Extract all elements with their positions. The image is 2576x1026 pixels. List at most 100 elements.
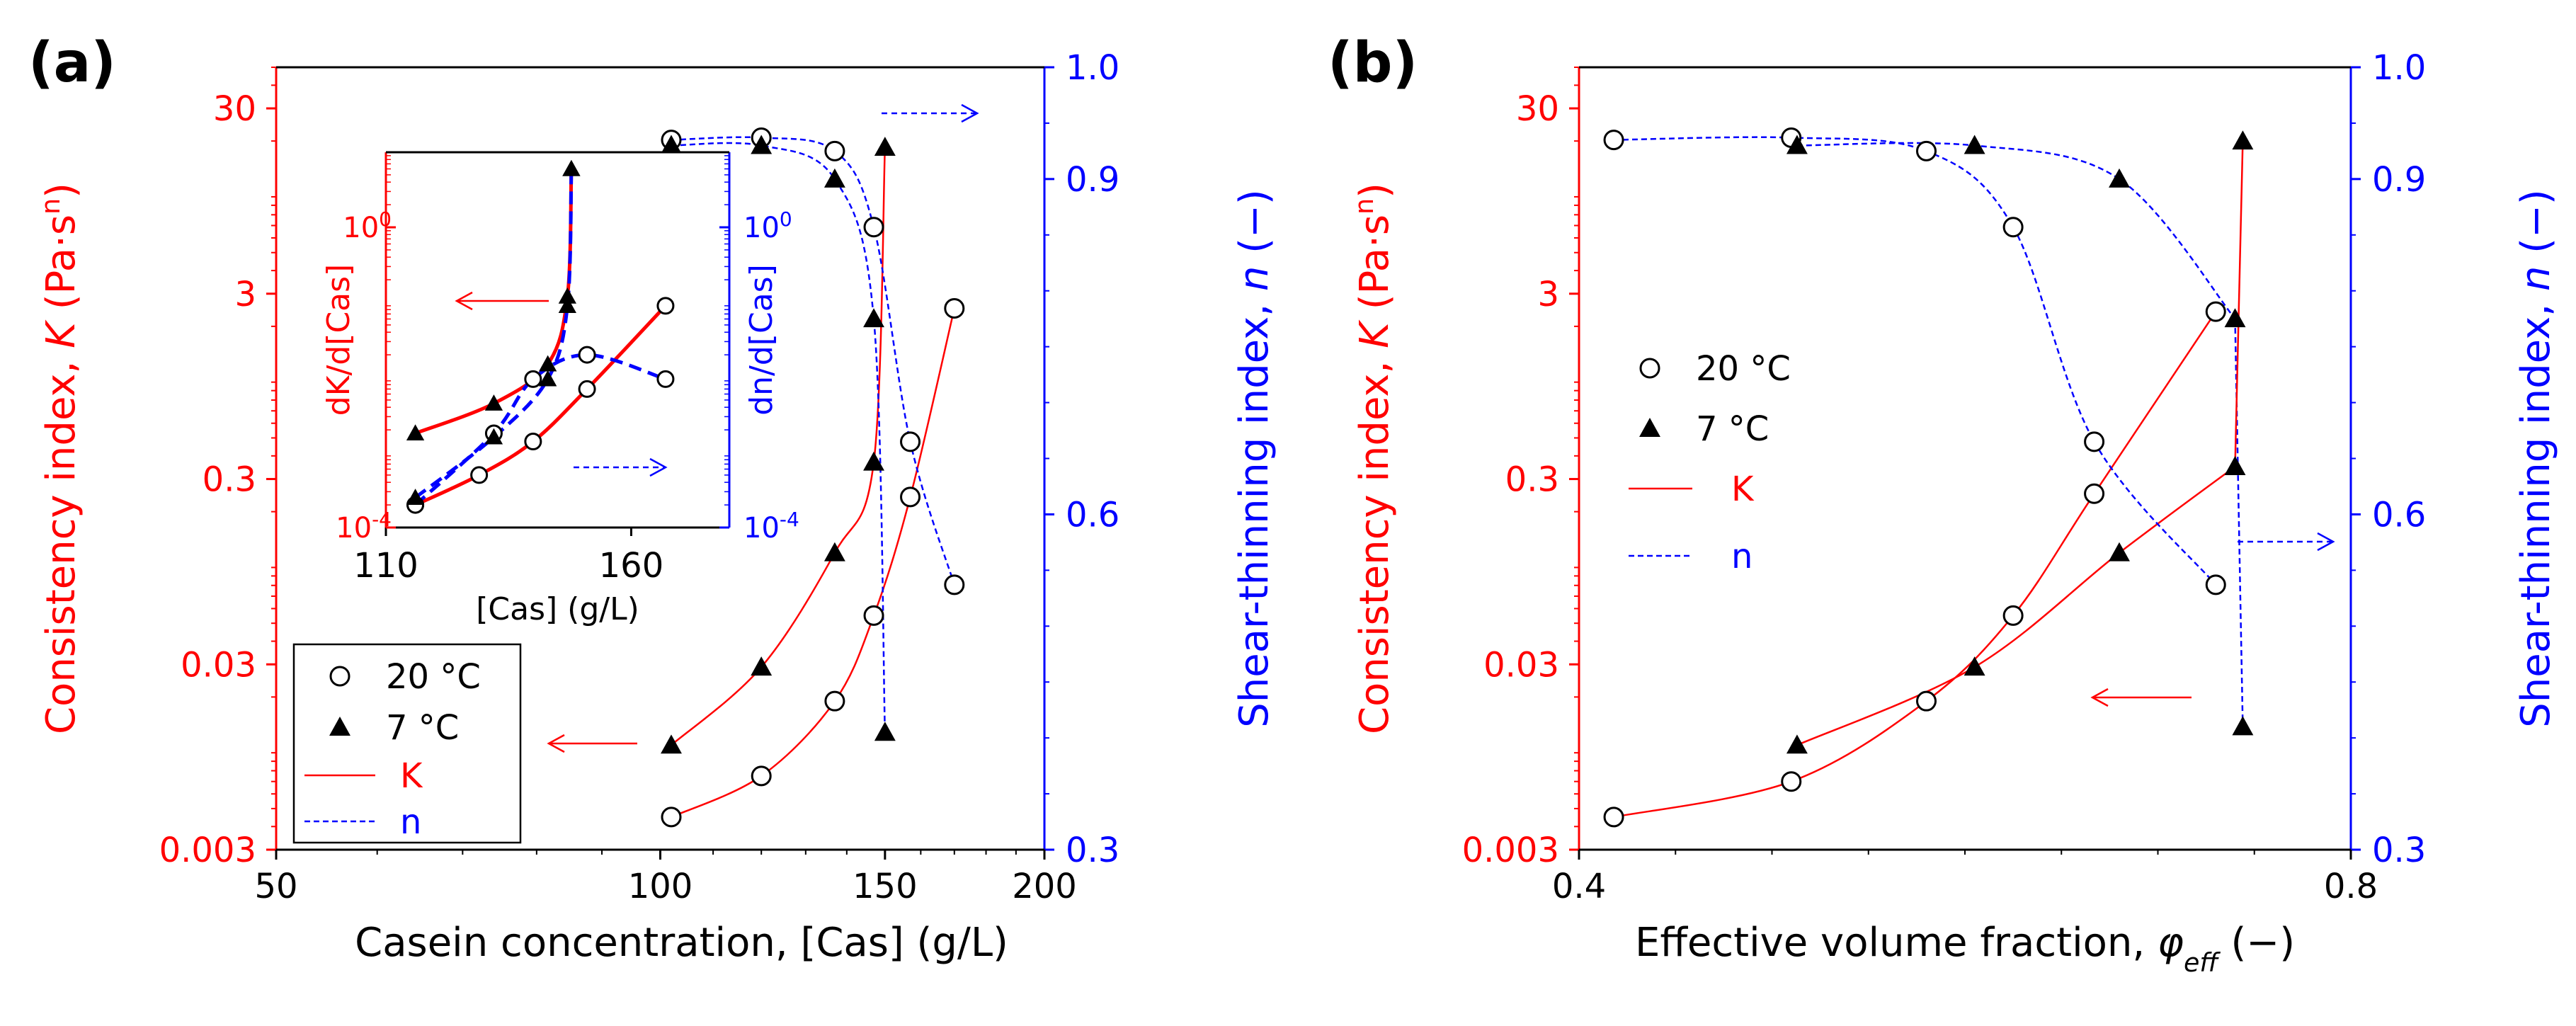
arrow-to-left-axis bbox=[2090, 688, 2192, 707]
bottom-axis-title-part: eff bbox=[2184, 947, 2221, 978]
inset-data-point bbox=[578, 346, 596, 364]
inset-left-tick-label-exp: 0 bbox=[379, 207, 392, 231]
inset-bg bbox=[386, 152, 729, 528]
data-point-n bbox=[824, 140, 845, 161]
inset-arrow-left bbox=[455, 291, 549, 311]
data-point-K bbox=[2109, 542, 2130, 562]
data-point-K bbox=[1603, 806, 1624, 828]
left-tick-label: 0.003 bbox=[159, 831, 256, 870]
right-tick-label: 0.6 bbox=[1066, 495, 1119, 535]
data-point-n bbox=[1603, 130, 1624, 151]
data-point-K bbox=[1781, 771, 1802, 792]
right-axis-title-part: n bbox=[1231, 266, 1277, 292]
data-point-K bbox=[900, 486, 921, 508]
inset-right-tick-label-base: 10 bbox=[743, 212, 780, 244]
series-line-K bbox=[1796, 465, 2236, 746]
inset-x-title: [Cas] (g/L) bbox=[476, 591, 639, 627]
data-point-K bbox=[1786, 734, 1808, 754]
data-point-n bbox=[874, 722, 896, 741]
inset-data-point bbox=[656, 297, 675, 315]
bottom-tick-label: 100 bbox=[628, 867, 693, 906]
data-point-K bbox=[874, 137, 896, 156]
panel-label: (a) bbox=[28, 31, 116, 95]
inset-data-point bbox=[538, 370, 557, 387]
bottom-tick-label: 150 bbox=[853, 867, 918, 906]
inset-right-tick-label-exp: 0 bbox=[780, 207, 792, 231]
inset-data-point bbox=[538, 355, 557, 372]
arrow-to-right-axis bbox=[2238, 532, 2335, 552]
right-axis-title: Shear-thinning index, n (−) bbox=[2513, 189, 2559, 728]
right-tick-label: 0.9 bbox=[2372, 160, 2426, 200]
arrow-to-left-axis bbox=[547, 734, 637, 753]
legend-label-20c: 20 °C bbox=[1696, 349, 1791, 389]
arrow-to-left-axis-head bbox=[547, 734, 565, 753]
arrow-to-right-axis-head bbox=[961, 103, 979, 123]
bottom-axis-title-part: (−) bbox=[2218, 920, 2295, 966]
legend-label-n: n bbox=[400, 802, 421, 842]
inset-right-title: dn/d[Cas] bbox=[743, 264, 780, 416]
left-axis-title-part: n bbox=[35, 198, 66, 215]
inset-arrow-right-head bbox=[649, 457, 668, 477]
legend-marker-20c bbox=[1639, 358, 1660, 379]
data-point-n bbox=[900, 431, 921, 452]
inset-left-tick-label: 10-4 bbox=[336, 508, 392, 545]
inset-right-tick-label-base: 10 bbox=[743, 512, 780, 545]
bottom-axis-title-part: φ bbox=[2158, 920, 2184, 966]
left-tick-label: 0.3 bbox=[1505, 460, 1559, 500]
data-point-K bbox=[824, 690, 845, 712]
inset-bottom-tick-label: 160 bbox=[599, 546, 664, 586]
inset-left-tick-label-exp: -4 bbox=[372, 508, 392, 531]
data-point-n bbox=[2109, 168, 2130, 188]
left-tick-label: 0.003 bbox=[1462, 831, 1559, 870]
left-axis-title-part: ) bbox=[38, 183, 84, 198]
data-point-n bbox=[1964, 135, 1985, 154]
left-tick-label: 0.3 bbox=[203, 460, 256, 500]
inset-data-point bbox=[524, 433, 542, 451]
inset-left-title: dK/d[Cas] bbox=[321, 264, 357, 416]
legend-label-20c: 20 °C bbox=[386, 657, 481, 697]
data-point-K bbox=[751, 765, 772, 787]
inset-data-point bbox=[470, 466, 489, 484]
left-axis-title-part: K bbox=[1352, 319, 1398, 348]
inset-arrow-left-head bbox=[455, 291, 473, 311]
left-tick-label: 0.03 bbox=[1483, 645, 1559, 685]
right-axis-title-part: (−) bbox=[2513, 189, 2559, 266]
data-point-K bbox=[2205, 301, 2226, 322]
data-point-n bbox=[2002, 217, 2024, 238]
left-axis-title-part: K bbox=[38, 319, 84, 348]
left-axis-title-part: n bbox=[1349, 198, 1379, 215]
right-axis-title-part: Shear-thinning index, bbox=[2513, 291, 2559, 728]
inset-data-point bbox=[484, 394, 503, 411]
inset-data-point bbox=[524, 370, 542, 388]
inset-left-tick-label: 100 bbox=[343, 207, 392, 245]
right-tick-label: 0.6 bbox=[2372, 495, 2426, 535]
left-axis-title-part: (Pa·s bbox=[1352, 215, 1398, 322]
data-point-K bbox=[661, 806, 682, 828]
legend-label-n: n bbox=[1731, 537, 1753, 576]
data-point-K bbox=[863, 451, 884, 471]
legend: 20 °C 7 °C Kn bbox=[1629, 349, 1791, 576]
inset-left-tick-label-base: 10 bbox=[343, 212, 379, 244]
left-tick-label: 30 bbox=[1516, 89, 1559, 129]
inset-data-point bbox=[406, 424, 425, 441]
inset-bottom-tick-label: 110 bbox=[353, 546, 418, 586]
inset-left-tick-label-base: 10 bbox=[336, 512, 372, 545]
series-line-n bbox=[1796, 142, 2236, 319]
legend-marker-7c bbox=[1639, 418, 1660, 437]
data-point-K bbox=[944, 298, 965, 319]
legend-label-7c: 7 °C bbox=[386, 708, 459, 748]
right-tick-label: 1.0 bbox=[1066, 48, 1119, 88]
inset-right-tick-label: 10-4 bbox=[743, 508, 799, 545]
right-tick-label: 0.3 bbox=[1066, 831, 1119, 870]
left-axis-title-part: ) bbox=[1352, 183, 1398, 198]
inset-data-point bbox=[562, 159, 581, 176]
inset-data-point bbox=[558, 287, 577, 304]
data-point-K bbox=[1916, 690, 1937, 712]
left-axis-title-part: Consistency index, bbox=[1352, 348, 1398, 734]
left-tick-label: 0.03 bbox=[181, 645, 256, 685]
bottom-tick-label: 0.8 bbox=[2324, 867, 2378, 906]
bottom-tick-label: 0.4 bbox=[1552, 867, 1606, 906]
